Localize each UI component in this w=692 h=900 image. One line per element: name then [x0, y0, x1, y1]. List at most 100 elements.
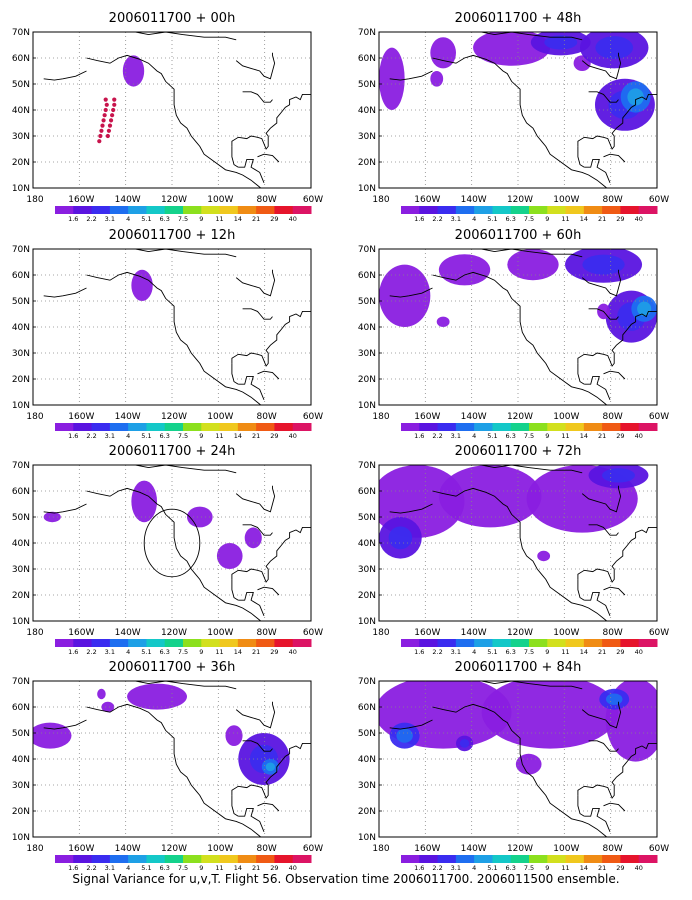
x-tick-label: 140W [461, 412, 487, 422]
colorbar-swatch [437, 855, 457, 863]
coastline [231, 579, 239, 601]
coastline [231, 742, 311, 799]
observation-point [107, 123, 113, 128]
y-tick-label: 60N [12, 54, 30, 64]
colorbar-label: 29 [616, 864, 624, 872]
colorbar-label: 7.5 [524, 215, 534, 223]
y-tick-label: 40N [358, 539, 376, 549]
x-tick-label: 100W [207, 412, 233, 422]
variance-contour [388, 526, 413, 550]
map-panel: 2006011700 + 24h 10N 20N 30N 40N 50N 60N 70N 180… [12, 444, 323, 656]
coastline [443, 681, 583, 690]
y-tick-label: 60N [358, 703, 376, 713]
coastline [97, 681, 237, 690]
colorbar-swatch [455, 639, 475, 647]
coastline [231, 526, 311, 583]
panel-title: 2006011700 + 00h [109, 11, 236, 26]
coastline [577, 363, 585, 385]
colorbar-swatch [474, 639, 493, 647]
y-tick-label: 10N [12, 184, 30, 194]
y-tick-label: 10N [358, 833, 376, 843]
variance-contour [481, 681, 619, 749]
colorbar-swatch [620, 423, 640, 431]
coastline [238, 375, 265, 400]
variance-contour [396, 728, 413, 743]
variance-contour [515, 753, 542, 775]
variance-contour [131, 480, 158, 523]
variance-contour [216, 543, 243, 569]
colorbar-label: 6.3 [160, 648, 170, 656]
coastline [242, 740, 273, 752]
colorbar-label: 11 [215, 215, 223, 223]
observation-point [102, 113, 107, 118]
colorbar-label: 5.1 [141, 215, 151, 223]
colorbar-swatch [146, 423, 166, 431]
colorbar-label: 4 [126, 432, 130, 440]
colorbar-label: 3.1 [105, 864, 115, 872]
colorbar-label: 14 [234, 648, 242, 656]
panel-title: 2006011700 + 48h [455, 11, 582, 26]
y-tick-label: 20N [358, 807, 376, 817]
panel-title: 2006011700 + 60h [455, 228, 582, 243]
colorbar-label: 2.2 [432, 215, 442, 223]
colorbar-label: 7.5 [178, 864, 188, 872]
colorbar-label: 3.1 [105, 215, 115, 223]
variance-contour [430, 37, 456, 69]
y-tick-label: 40N [12, 106, 30, 116]
colorbar-swatch [219, 423, 239, 431]
colorbar-label: 21 [598, 648, 606, 656]
colorbar-swatch [292, 206, 312, 214]
x-tick-label: 120W [507, 412, 533, 422]
y-tick-label: 60N [358, 487, 376, 497]
coastline [581, 701, 622, 729]
colorbar-swatch [455, 206, 475, 214]
colorbar-label: 6.3 [506, 215, 516, 223]
coastline [238, 591, 265, 616]
x-tick-label: 120W [161, 195, 187, 205]
coastline [86, 487, 262, 621]
colorbar-label: 11 [561, 648, 569, 656]
colorbar-swatch [474, 206, 493, 214]
colorbar-swatch [201, 639, 221, 647]
colorbar-swatch [437, 639, 457, 647]
colorbar-swatch [109, 855, 129, 863]
colorbar-swatch [602, 855, 621, 863]
colorbar-label: 6.3 [506, 864, 516, 872]
colorbar-label: 6.3 [506, 648, 516, 656]
colorbar-swatch [91, 423, 111, 431]
figure-caption: Signal Variance for u,v,T. Flight 56. Ob… [72, 872, 620, 886]
coastline [257, 153, 280, 163]
observation-point [108, 118, 114, 123]
colorbar-swatch [620, 855, 640, 863]
coastline [231, 146, 239, 168]
colorbar-swatch [219, 855, 239, 863]
colorbar-label: 5.1 [487, 648, 497, 656]
map-background [33, 32, 311, 188]
colorbar-label: 40 [635, 432, 643, 440]
y-tick-label: 20N [358, 158, 376, 168]
x-tick-label: 120W [507, 844, 533, 854]
coastline [577, 93, 657, 150]
y-tick-label: 10N [358, 184, 376, 194]
colorbar-swatch [419, 206, 439, 214]
variance-contour [101, 701, 115, 713]
x-tick-label: 100W [207, 628, 233, 638]
colorbar-swatch [492, 206, 512, 214]
variance-contour [605, 693, 623, 705]
x-tick-label: 80W [602, 412, 622, 422]
colorbar-swatch [602, 206, 621, 214]
colorbar-swatch [529, 855, 548, 863]
colorbar-swatch [146, 639, 166, 647]
colorbar-swatch [547, 423, 567, 431]
variance-contour [627, 88, 644, 106]
colorbar-label: 3.1 [451, 215, 461, 223]
variance-contour [186, 506, 213, 528]
variance-contour [473, 32, 551, 66]
coastline [577, 742, 657, 799]
colorbar-swatch [73, 423, 93, 431]
x-tick-label: 60W [649, 195, 669, 205]
colorbar-swatch [401, 206, 420, 214]
colorbar-label: 29 [270, 648, 278, 656]
colorbar-label: 2.2 [432, 648, 442, 656]
coastline [86, 703, 262, 837]
